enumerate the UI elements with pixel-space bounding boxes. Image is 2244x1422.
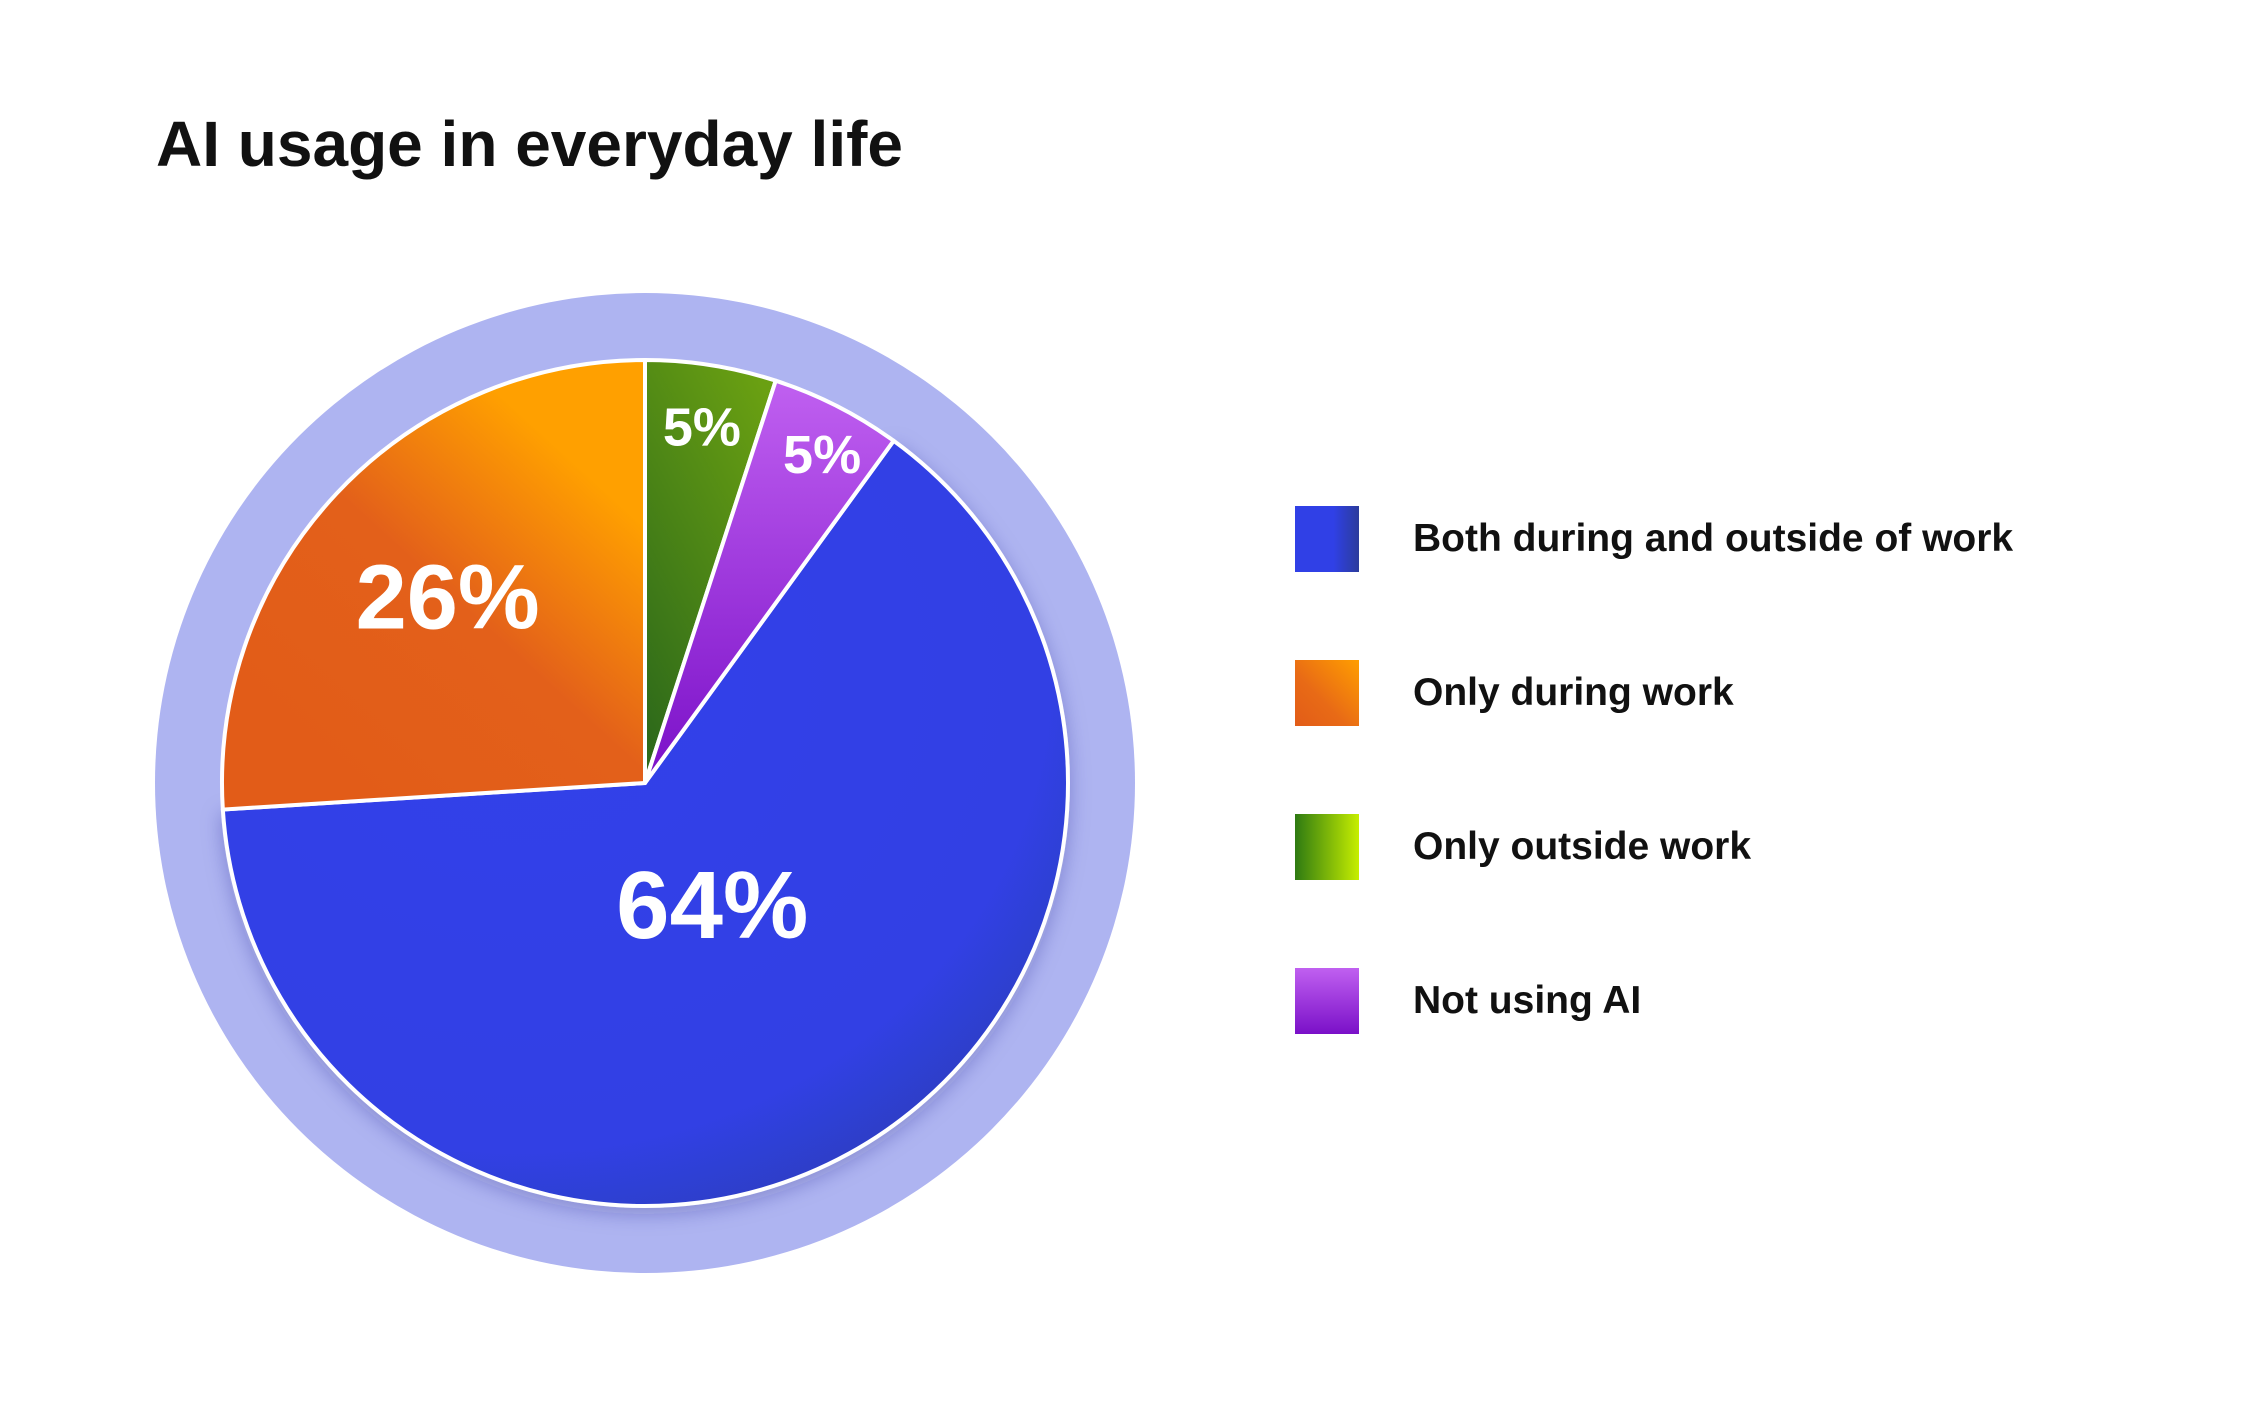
slice-label-both: 64%	[616, 852, 808, 959]
slice-label-only-outside-work: 5%	[663, 398, 741, 458]
legend-item-only-during-work: Only during work	[1295, 660, 1734, 726]
legend-swatch-only-during-work	[1295, 660, 1359, 726]
slice-label-only-during-work: 26%	[356, 547, 540, 649]
legend-label-only-during-work: Only during work	[1413, 671, 1734, 714]
legend-item-both: Both during and outside of work	[1295, 506, 2013, 572]
legend-swatch-both	[1295, 506, 1359, 572]
pie-slice-only-during-work	[220, 358, 647, 812]
legend-swatch-not-using-ai	[1295, 968, 1359, 1034]
slice-label-not-using-ai: 5%	[783, 425, 861, 485]
pie-slice-both	[220, 438, 1070, 1208]
legend-label-both: Both during and outside of work	[1413, 517, 2014, 560]
legend-label-not-using-ai: Not using AI	[1413, 979, 1642, 1022]
legend-item-not-using-ai: Not using AI	[1295, 968, 1641, 1034]
legend-swatch-only-outside-work	[1295, 814, 1359, 880]
chart-title: AI usage in everyday life	[156, 108, 903, 180]
legend-item-only-outside-work: Only outside work	[1295, 814, 1751, 880]
pie-slice-not-using-ai	[643, 378, 896, 785]
legend-label-only-outside-work: Only outside work	[1413, 825, 1752, 868]
